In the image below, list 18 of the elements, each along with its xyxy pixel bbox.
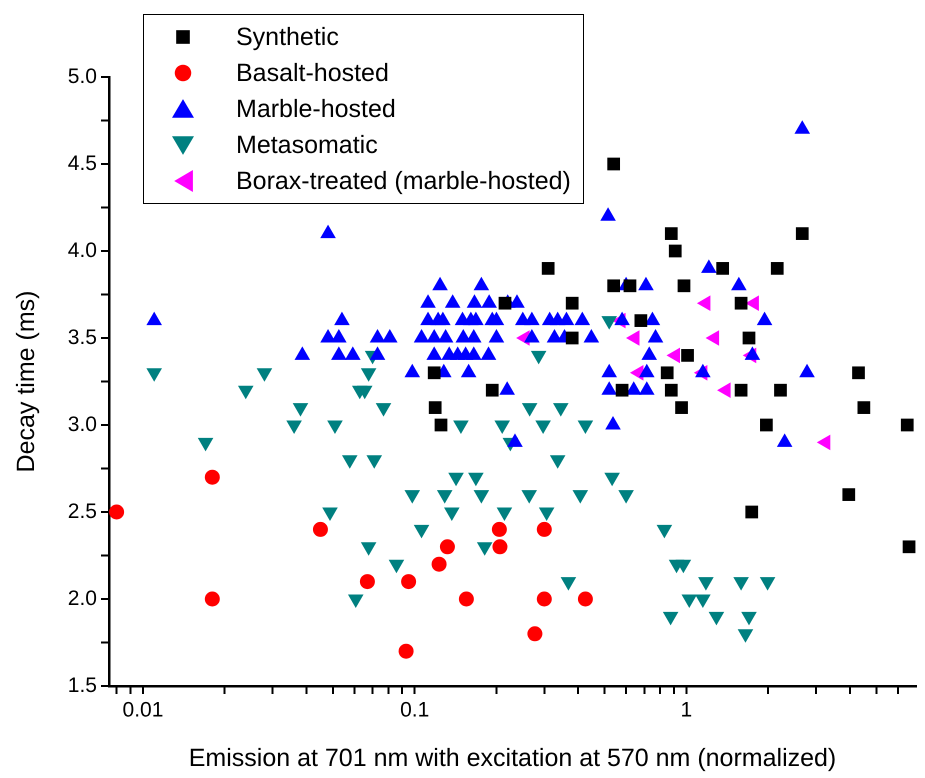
legend-label: Metasomatic: [236, 130, 378, 161]
x-tick-label: 1: [680, 698, 692, 722]
y-tick-label: 3.0: [68, 412, 97, 436]
y-tick-label: 3.5: [68, 326, 97, 349]
y-tick-label: 4.0: [68, 238, 97, 262]
x-axis-title: Emission at 701 nm with excitation at 570 nm (normalized): [188, 744, 836, 772]
legend-label: Marble-hosted: [236, 94, 396, 125]
y-tick-label: 1.5: [68, 674, 97, 697]
y-axis-title: Decay time (ms): [12, 290, 40, 472]
y-tick-label: 2.0: [68, 586, 97, 610]
x-tick-label: 0.01: [122, 698, 164, 722]
legend-label: Basalt-hosted: [236, 58, 389, 89]
y-tick-label: 2.5: [68, 500, 97, 523]
legend-label: Borax-treated (marble-hosted): [236, 166, 571, 197]
y-tick-label: 4.5: [68, 152, 97, 175]
x-tick-label: 0.1: [400, 698, 430, 722]
legend-label: Synthetic: [236, 22, 339, 53]
y-tick-label: 5.0: [68, 64, 97, 88]
